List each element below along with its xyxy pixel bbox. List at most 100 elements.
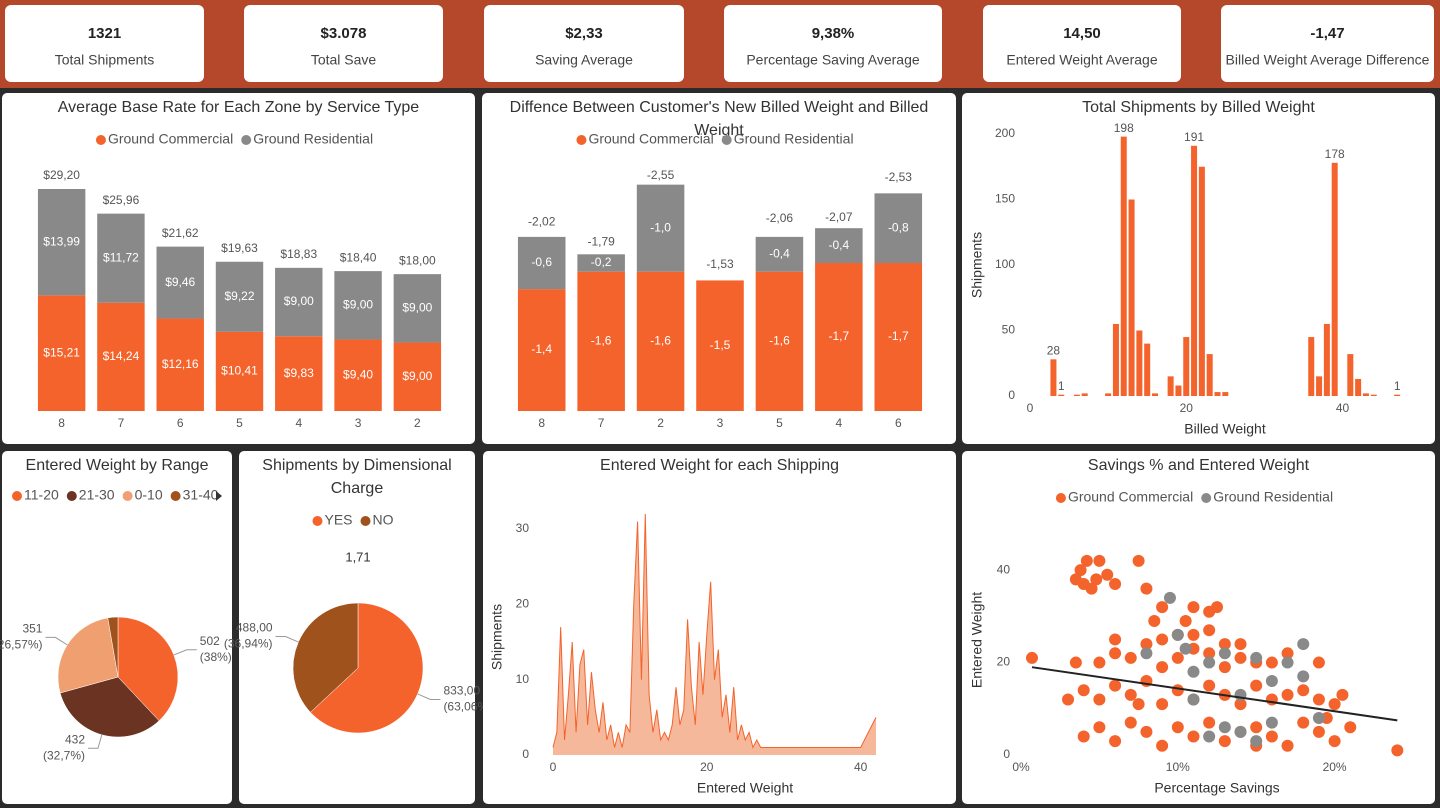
point: [1109, 647, 1122, 660]
kpi-card: [244, 5, 443, 82]
legend: Ground Commercial Ground Residential: [1055, 489, 1333, 505]
y-tick-label: 0: [1003, 747, 1010, 761]
data-label: 1: [1394, 379, 1401, 393]
x-tick-label: 20: [1180, 401, 1194, 415]
y-axis-title: Shipments: [969, 232, 985, 298]
bar-segment: [517, 236, 566, 290]
point: [1297, 716, 1310, 729]
legend-swatch: [241, 135, 252, 145]
data-label: -1,0: [650, 220, 671, 234]
bar: [1214, 392, 1221, 396]
percent-label: (63,06%): [443, 700, 492, 714]
data-label: $15,21: [43, 345, 80, 359]
bar: [1316, 376, 1323, 396]
legend-swatch: [721, 135, 732, 145]
point: [1281, 688, 1294, 701]
percent-label: (26,57%): [0, 638, 42, 652]
point: [1218, 735, 1231, 748]
point: [1109, 735, 1122, 748]
x-axis-title: Billed Weight: [1184, 421, 1266, 437]
bar-segment: [37, 295, 86, 411]
legend-swatch: [95, 135, 106, 145]
data-label: -1,7: [829, 329, 850, 343]
point: [1101, 568, 1114, 581]
y-tick-label: 20: [997, 655, 1011, 669]
total-label: $18,00: [399, 253, 436, 267]
total-label: -1,79: [587, 234, 615, 248]
bar-segment: [334, 339, 382, 411]
kpi-label: Total Save: [311, 52, 377, 68]
y-tick-label: 100: [995, 257, 1015, 271]
data-label: -0,2: [591, 255, 612, 269]
point: [1328, 698, 1341, 711]
percent-label: (38%): [200, 650, 232, 664]
bar: [1058, 394, 1065, 396]
legend-label: 11-20: [24, 487, 59, 503]
point: [1250, 735, 1263, 748]
x-tick-label: 3: [717, 416, 724, 430]
leader-line: [173, 649, 197, 656]
data-label: -1,5: [710, 338, 731, 352]
trend-line: [1031, 666, 1398, 722]
bar-segment: [755, 236, 804, 272]
chart-title-box: Average Base Rate for Each Zone by Servi…: [58, 99, 419, 116]
chart-title: Entered Weight for each Shipping: [600, 457, 839, 474]
point: [1234, 725, 1247, 738]
legend-swatch: [12, 491, 22, 501]
bar: [1050, 359, 1057, 396]
data-label: 488,00: [236, 621, 273, 635]
point: [1109, 577, 1122, 590]
x-axis-title: Entered Weight: [697, 780, 793, 796]
x-tick-label: 2: [414, 416, 421, 430]
point: [1265, 656, 1278, 669]
point: [1250, 651, 1263, 664]
point: [1312, 693, 1325, 706]
data-label: 28: [1047, 343, 1061, 357]
point: [1344, 721, 1357, 734]
x-tick-label: 0: [1027, 401, 1034, 415]
bar: [1198, 166, 1205, 396]
point: [1187, 628, 1200, 641]
point: [1187, 693, 1200, 706]
point: [1203, 624, 1216, 637]
bar-segment: [696, 280, 744, 411]
chart-title-box: Diffence Between Customer's New Billed W…: [510, 99, 929, 139]
bar-segment: [874, 193, 923, 263]
x-tick-label: 40: [1336, 401, 1350, 415]
point: [1265, 716, 1278, 729]
kpi-card: [484, 5, 684, 82]
x-tick-label: 0: [550, 760, 557, 774]
bar-segment: [275, 267, 323, 337]
point: [1218, 638, 1231, 651]
point: [1179, 614, 1192, 627]
data-label: -1,4: [531, 342, 552, 356]
bar: [1323, 323, 1330, 396]
chart-title: Savings % and Entered Weight: [1087, 457, 1310, 474]
bar: [1206, 354, 1213, 396]
point: [1171, 651, 1184, 664]
point: [1297, 638, 1310, 651]
bar-segment: [755, 271, 804, 411]
bar-segment: [275, 336, 323, 411]
bar-segment: [97, 302, 145, 411]
data-label: $9,00: [402, 301, 432, 315]
point: [1203, 716, 1216, 729]
data-label: $10,41: [221, 364, 258, 378]
legend-scroll-arrow: [216, 491, 222, 501]
chart-title: Shipments by Dimensional Charge: [262, 457, 452, 497]
point: [1297, 670, 1310, 683]
x-tick-label: 10%: [1166, 760, 1190, 774]
data-label: $9,00: [343, 297, 373, 311]
point: [1093, 721, 1106, 734]
point: [1156, 661, 1169, 674]
x-tick-label: 20%: [1323, 760, 1347, 774]
panel: [962, 93, 1435, 444]
x-tick-label: 7: [598, 416, 605, 430]
x-tick-label: 4: [295, 416, 302, 430]
point: [1109, 679, 1122, 692]
kpi-label: Total Shipments: [55, 52, 155, 68]
point: [1265, 675, 1278, 688]
data-label: $9,40: [343, 367, 373, 381]
data-label: $13,99: [43, 234, 80, 248]
annotation: 1,71: [345, 549, 370, 564]
